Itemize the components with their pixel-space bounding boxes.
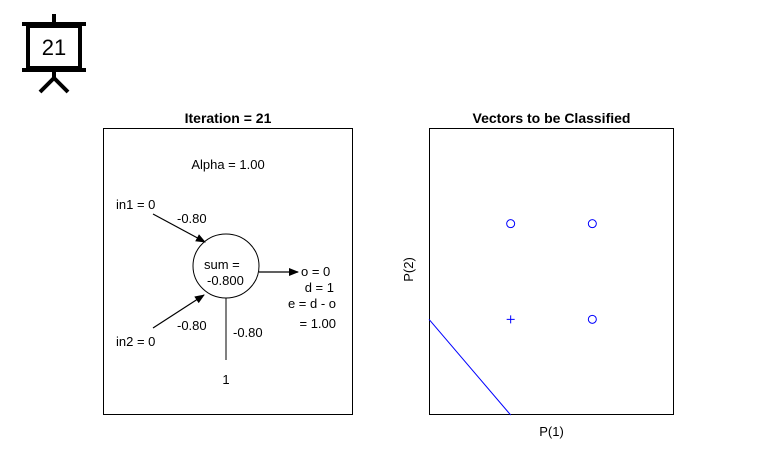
- slide-number: 21: [41, 35, 67, 60]
- data-point-circle-2: [587, 314, 597, 324]
- input1-label: in1 = 0: [116, 197, 156, 212]
- decision-boundary-line: [428, 319, 512, 416]
- output-e-value: = 1.00: [299, 316, 336, 331]
- neuron-sum-value: -0.800: [207, 273, 244, 288]
- input1-weight: -0.80: [177, 211, 207, 226]
- output-d: d = 1: [304, 280, 334, 295]
- scatter-plot: [428, 219, 597, 416]
- right-panel-title: Vectors to be Classified: [472, 110, 631, 126]
- presentation-board-icon: [22, 14, 86, 94]
- alpha-label: Alpha = 1.00: [191, 157, 265, 172]
- data-point-plus-0: [506, 315, 515, 324]
- output-e-formula: e = d - o: [287, 296, 336, 311]
- data-point-circle-3: [587, 219, 597, 229]
- input2-weight: -0.80: [177, 318, 207, 333]
- bias-input-label: 1: [222, 372, 230, 387]
- left-panel-title: Iteration = 21: [184, 110, 272, 126]
- data-point-circle-1: [506, 219, 516, 229]
- output-o: o = 0: [301, 264, 331, 279]
- perceptron-diagram-panel: [103, 128, 353, 415]
- input2-edge: [152, 294, 205, 329]
- y-axis-label: P(2): [400, 257, 416, 282]
- input2-label: in2 = 0: [116, 334, 156, 349]
- input1-edge: [152, 213, 206, 243]
- bias-weight: -0.80: [233, 325, 263, 340]
- x-axis-label: P(1): [539, 424, 564, 439]
- neuron-sum-label: sum =: [204, 257, 240, 272]
